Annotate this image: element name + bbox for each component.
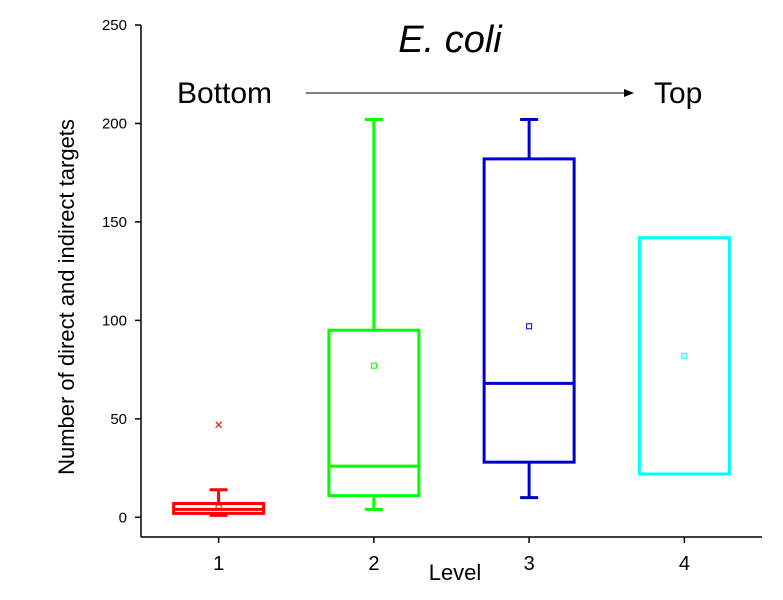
box-level-2 bbox=[327, 118, 421, 511]
mean-marker bbox=[370, 362, 377, 369]
y-tick-label: 250 bbox=[102, 17, 127, 34]
box-iqr bbox=[482, 157, 576, 464]
x-axis-label: Level bbox=[429, 560, 482, 585]
mean-marker bbox=[526, 323, 533, 330]
x-tick-label: 1 bbox=[213, 553, 224, 575]
axes bbox=[140, 25, 762, 538]
boxes bbox=[172, 118, 731, 517]
y-tick-label: 200 bbox=[102, 115, 127, 132]
y-tick-label: 0 bbox=[119, 509, 127, 526]
y-tick-label: 50 bbox=[110, 411, 127, 428]
mean-marker bbox=[681, 352, 688, 359]
y-tick-label: 150 bbox=[102, 214, 127, 231]
box-level-3 bbox=[482, 118, 576, 500]
mean-marker bbox=[215, 504, 222, 511]
arrow-head bbox=[624, 89, 634, 97]
box-level-4 bbox=[637, 236, 731, 476]
outlier-marker bbox=[215, 421, 223, 429]
y-tick-label: 100 bbox=[102, 312, 127, 329]
box-iqr bbox=[327, 328, 421, 498]
chart-title: E. coli bbox=[398, 19, 503, 61]
box-iqr bbox=[637, 236, 731, 476]
x-ticks: 1 2 3 4 bbox=[213, 537, 690, 575]
box-level-1 bbox=[172, 421, 266, 517]
x-tick-label: 4 bbox=[679, 553, 690, 575]
annotation-top-label: Top bbox=[654, 77, 702, 110]
annotation-bottom-label: Bottom bbox=[177, 77, 272, 110]
x-tick-label: 3 bbox=[524, 553, 535, 575]
y-ticks: 0 50 100 150 200 250 bbox=[102, 17, 141, 526]
x-tick-label: 2 bbox=[368, 553, 379, 575]
y-axis-label: Number of direct and indirect targets bbox=[54, 119, 79, 475]
